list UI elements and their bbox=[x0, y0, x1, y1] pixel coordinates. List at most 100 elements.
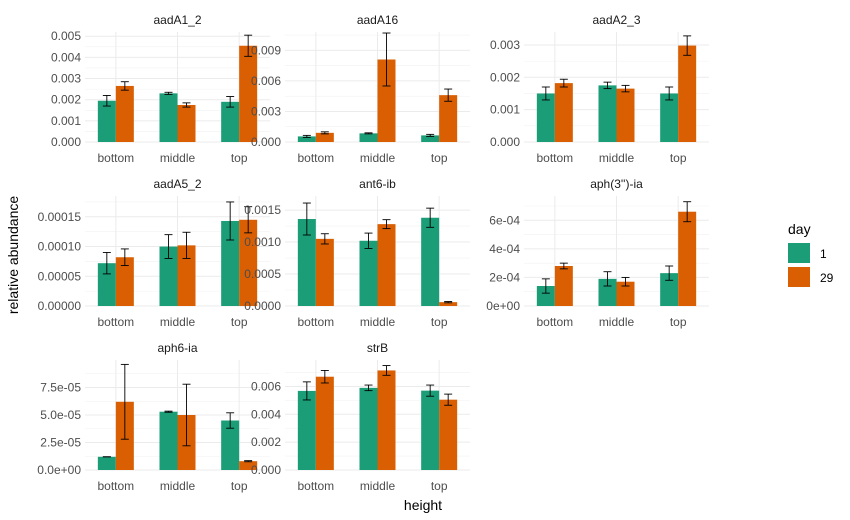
y-tick-label: 0.0000 bbox=[244, 299, 281, 313]
x-tick-label: bottom bbox=[536, 315, 573, 329]
error-bar-day-1-middle bbox=[164, 91, 173, 95]
y-axis-title: relative abundance bbox=[5, 196, 21, 315]
bar-day-1-top bbox=[421, 217, 440, 306]
y-tick-label: 0.009 bbox=[251, 43, 281, 57]
bar-day-1-top bbox=[221, 420, 240, 470]
bar-day-1-middle bbox=[598, 85, 617, 142]
bar-day-29-middle bbox=[177, 245, 196, 306]
panel-title: aadA1_2 bbox=[153, 13, 201, 27]
error-bar-day-29-bottom bbox=[120, 363, 129, 440]
x-axis-title: height bbox=[404, 497, 442, 513]
panel-title: strB bbox=[367, 341, 388, 355]
bar-day-1-middle bbox=[359, 387, 378, 470]
bar-day-1-top bbox=[660, 93, 679, 142]
error-bar-day-1-middle bbox=[603, 81, 612, 90]
error-bar-day-29-top bbox=[444, 393, 453, 406]
legend-key-1 bbox=[788, 243, 810, 263]
x-tick-label: middle bbox=[160, 479, 196, 493]
error-bar-day-29-bottom bbox=[559, 78, 568, 88]
error-bar-day-29-top bbox=[683, 201, 692, 223]
panel-title: ant6-ib bbox=[359, 177, 396, 191]
bar-day-1-bottom bbox=[536, 286, 555, 306]
error-bar-day-1-top bbox=[426, 207, 435, 228]
legend-key-29 bbox=[788, 267, 810, 287]
x-tick-label: top bbox=[431, 479, 448, 493]
facet-panel-7: aph6-ia 0.0e+00 2.5e-05 5.0e-05 7.5e-05 botto… bbox=[37, 341, 270, 493]
bar-day-1-middle bbox=[159, 93, 178, 142]
error-bar-day-29-middle bbox=[382, 365, 391, 376]
legend-keys: 1 29 bbox=[788, 243, 834, 287]
error-bar-day-1-middle bbox=[164, 410, 173, 413]
y-tick-label: 0.0e+00 bbox=[37, 463, 81, 477]
bar-day-29-top bbox=[239, 461, 258, 470]
bar-day-29-middle bbox=[377, 59, 396, 142]
y-tick-label: 0.002 bbox=[51, 93, 81, 107]
error-bar-day-1-top bbox=[226, 412, 235, 429]
legend: day 1 29 bbox=[788, 221, 834, 287]
error-bar-day-1-bottom bbox=[302, 134, 311, 138]
bar-day-1-bottom bbox=[97, 100, 116, 142]
bar-day-29-top bbox=[439, 95, 458, 142]
error-bar-day-1-bottom bbox=[541, 278, 550, 294]
error-bar-day-29-top bbox=[444, 88, 453, 102]
facet-panel-6: aph(3'')-ia 0e+00 2e-04 4e-04 6e-04 bottom mid… bbox=[486, 177, 709, 329]
error-bar-day-1-bottom bbox=[302, 202, 311, 236]
x-tick-label: middle bbox=[599, 315, 635, 329]
error-bar-day-29-middle bbox=[621, 84, 630, 93]
legend-label-29: 29 bbox=[820, 271, 834, 285]
x-tick-label: bottom bbox=[97, 479, 134, 493]
y-tick-label: 6e-04 bbox=[489, 213, 520, 227]
error-bar-day-1-top bbox=[426, 133, 435, 137]
bar-day-29-top bbox=[439, 399, 458, 470]
error-bar-day-29-bottom bbox=[120, 248, 129, 267]
facet-panel-2: aadA16 0.000 0.003 0.006 0.009 bottom middle to… bbox=[251, 13, 470, 165]
x-tick-label: top bbox=[431, 151, 448, 165]
error-bar-day-29-bottom bbox=[320, 233, 329, 245]
x-tick-label: bottom bbox=[97, 151, 134, 165]
bar-day-1-bottom bbox=[297, 219, 316, 306]
legend-label-1: 1 bbox=[820, 247, 827, 261]
panel-title: aadA5_2 bbox=[153, 177, 201, 191]
y-tick-label: 0e+00 bbox=[486, 299, 520, 313]
x-tick-label: middle bbox=[360, 151, 396, 165]
y-tick-label: 0.0010 bbox=[244, 235, 281, 249]
bar-day-1-middle bbox=[359, 133, 378, 142]
x-tick-label: top bbox=[231, 315, 248, 329]
y-tick-label: 2e-04 bbox=[489, 270, 520, 284]
error-bar-day-29-bottom bbox=[120, 81, 129, 91]
error-bar-day-29-middle bbox=[182, 383, 191, 447]
y-tick-label: 4e-04 bbox=[489, 242, 520, 256]
bar-day-1-bottom bbox=[536, 93, 555, 142]
x-tick-label: bottom bbox=[297, 315, 334, 329]
y-tick-label: 0.000 bbox=[251, 135, 281, 149]
y-tick-label: 5.0e-05 bbox=[40, 408, 81, 422]
x-tick-label: bottom bbox=[297, 479, 334, 493]
error-bar-day-29-top bbox=[244, 34, 253, 57]
x-tick-label: bottom bbox=[536, 151, 573, 165]
y-tick-label: 0.003 bbox=[490, 38, 520, 52]
bar-day-29-middle bbox=[616, 88, 635, 142]
error-bar-day-1-top bbox=[226, 201, 235, 241]
error-bar-day-1-middle bbox=[364, 384, 373, 392]
bar-day-29-bottom bbox=[115, 85, 134, 142]
facet-panel-3: aadA2_3 0.000 0.001 0.002 0.003 bottom middle t… bbox=[490, 13, 709, 165]
error-bar-day-1-middle bbox=[603, 271, 612, 287]
error-bar-day-29-top bbox=[683, 35, 692, 56]
x-tick-label: middle bbox=[360, 479, 396, 493]
y-tick-label: 0.006 bbox=[251, 379, 281, 393]
y-tick-label: 0.00005 bbox=[38, 269, 82, 283]
facet-panels: aadA1_2 0.000 0.001 0.002 0.003 0.004 0.005 bot… bbox=[37, 13, 709, 493]
x-tick-label: top bbox=[431, 315, 448, 329]
facet-panel-5: ant6-ib 0.0000 0.0005 0.0010 0.0015 bottom mid… bbox=[244, 177, 470, 329]
x-tick-label: top bbox=[231, 151, 248, 165]
error-bar-day-29-top bbox=[244, 206, 253, 234]
bar-day-29-bottom bbox=[554, 83, 573, 142]
bar-day-29-bottom bbox=[554, 266, 573, 306]
panel-title: aadA16 bbox=[357, 13, 399, 27]
y-tick-label: 0.004 bbox=[251, 407, 281, 421]
x-tick-label: middle bbox=[160, 315, 196, 329]
bar-day-1-top bbox=[421, 135, 440, 142]
bar-day-1-bottom bbox=[97, 456, 116, 470]
bar-day-29-middle bbox=[377, 370, 396, 470]
bar-day-29-bottom bbox=[315, 132, 334, 142]
